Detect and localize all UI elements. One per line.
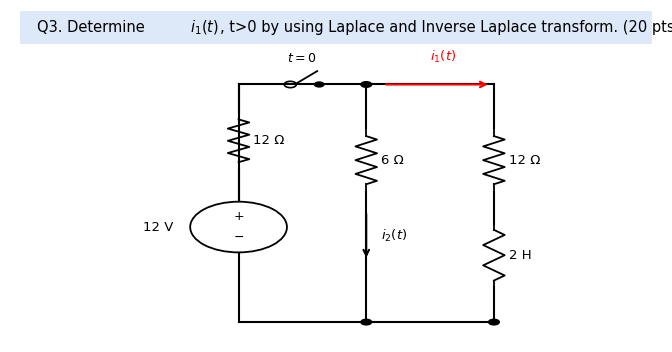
Text: $i_2(t)$: $i_2(t)$ [381, 228, 407, 244]
Text: 6 Ω: 6 Ω [381, 154, 404, 166]
Text: +: + [233, 210, 244, 223]
Circle shape [361, 82, 372, 87]
Text: , t>0 by using Laplace and Inverse Laplace transform. (20 pts): , t>0 by using Laplace and Inverse Lapla… [220, 20, 672, 35]
Text: $i_1(t)$: $i_1(t)$ [190, 18, 219, 37]
Text: 12 Ω: 12 Ω [253, 134, 285, 147]
Text: $t = 0$: $t = 0$ [287, 52, 316, 65]
Circle shape [361, 319, 372, 325]
Text: 12 V: 12 V [143, 221, 173, 233]
Text: $i_1(t)$: $i_1(t)$ [430, 49, 457, 65]
Text: Q3. Determine: Q3. Determine [37, 20, 149, 35]
Text: 12 Ω: 12 Ω [509, 154, 540, 166]
Text: 2 H: 2 H [509, 249, 532, 262]
Bar [20, 11, 652, 44]
Text: −: − [233, 231, 244, 244]
Circle shape [314, 82, 324, 87]
Circle shape [489, 319, 499, 325]
